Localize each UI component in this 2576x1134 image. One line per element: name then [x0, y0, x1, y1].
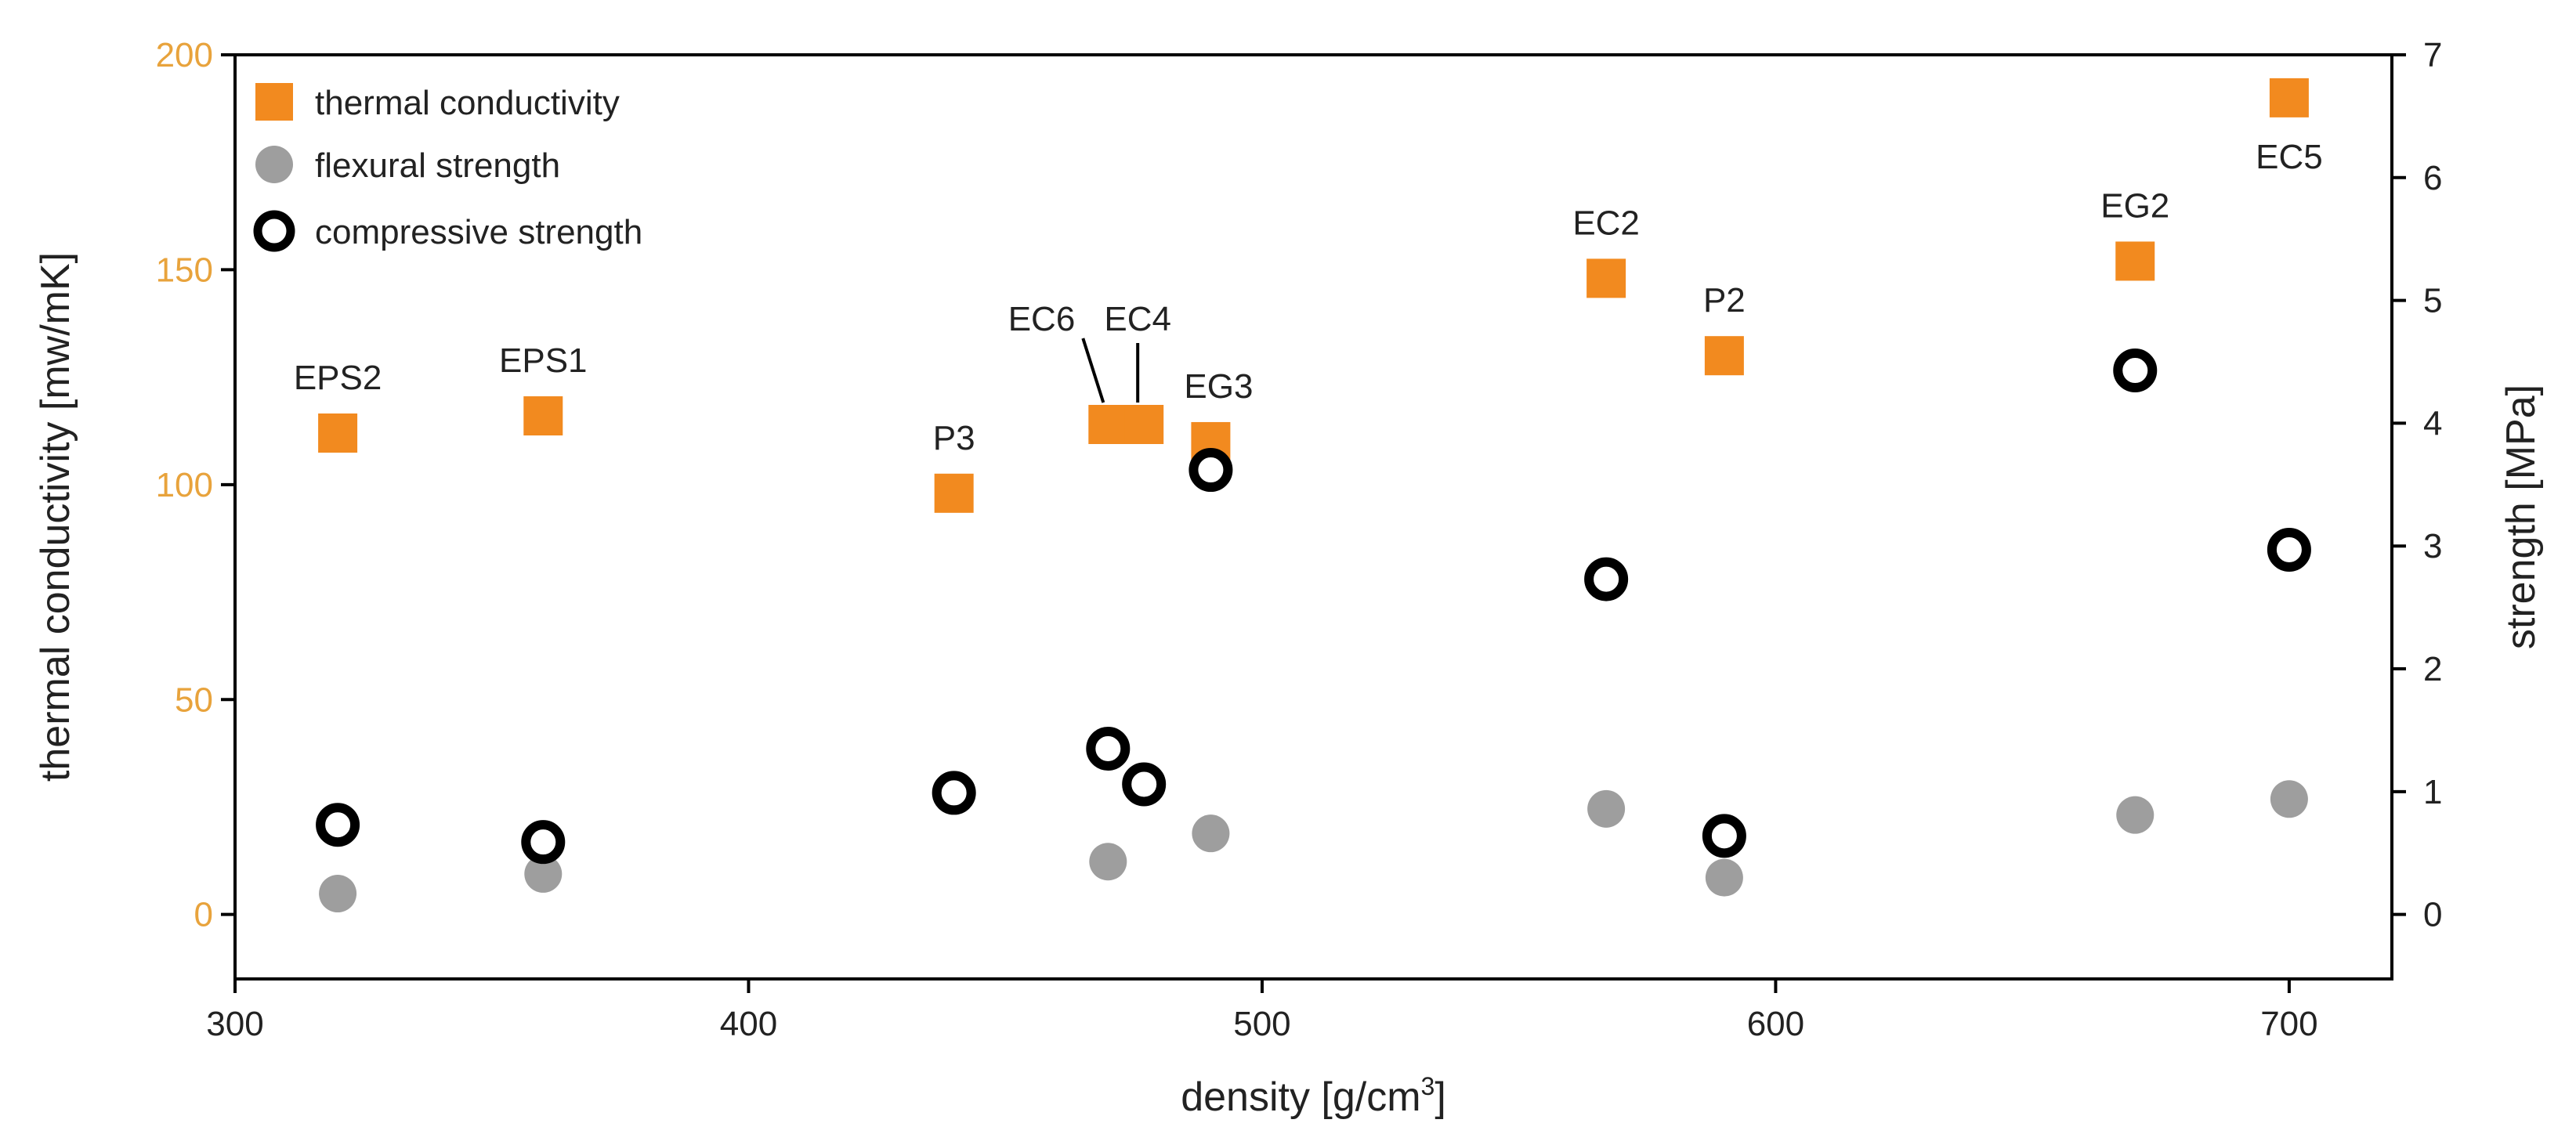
x-axis-label-main: density [g/cm	[1181, 1074, 1420, 1120]
flexural-strength-marker	[319, 875, 357, 913]
point-label-eps1: EPS1	[499, 341, 588, 380]
thermal-conductivity-marker	[318, 413, 358, 453]
marks-layer	[316, 78, 2311, 913]
compressive-strength-marker	[1189, 448, 1233, 493]
thermal-conductivity-marker	[934, 473, 974, 513]
point-label-eps2: EPS2	[294, 359, 382, 397]
legend-thermal-conductivity-icon	[255, 83, 293, 121]
ec6-leader-line	[1081, 338, 1105, 403]
y-left-tick-label: 150	[156, 251, 213, 289]
flexural-strength-marker	[1089, 843, 1127, 881]
y-right-tick-label: 3	[2423, 527, 2442, 565]
compressive-strength-marker	[521, 820, 566, 865]
flexural-strength-marker	[524, 854, 563, 893]
y-right-tick-label: 1	[2423, 773, 2442, 811]
x-tick-label: 600	[1747, 1005, 1804, 1043]
legend-compressive-strength-icon	[253, 210, 295, 252]
x-tick-label: 700	[2260, 1005, 2317, 1043]
x-tick-label: 400	[720, 1005, 777, 1043]
compressive-strength-marker	[316, 803, 360, 847]
thermal-conductivity-marker	[2269, 78, 2309, 117]
point-label-ec2: EC2	[1572, 204, 1640, 242]
thermal-conductivity-marker	[1586, 258, 1626, 298]
legend-entry-label: flexural strength	[315, 146, 560, 185]
point-label-p3: P3	[933, 419, 975, 457]
y-right-tick-label: 5	[2423, 282, 2442, 320]
y-left-tick-label: 100	[156, 466, 213, 504]
x-axis-label-superscript: 3	[1421, 1072, 1435, 1100]
flexural-strength-marker	[2270, 780, 2308, 818]
x-tick-label: 300	[206, 1005, 263, 1043]
compressive-strength-marker	[1086, 726, 1131, 771]
compressive-strength-marker	[1584, 557, 1629, 601]
legend: thermal conductivity flexural strength com…	[253, 83, 642, 252]
y-right-tick-label: 4	[2423, 404, 2442, 442]
y-right-tick-label: 2	[2423, 650, 2442, 688]
thermal-conductivity-marker	[2115, 241, 2155, 281]
plot-frame	[233, 53, 2393, 981]
y-left-tick-label: 0	[194, 896, 213, 934]
flexural-strength-marker	[1192, 814, 1230, 853]
y-right-axis-label: strength [MPa]	[2498, 385, 2544, 649]
point-label-ec5: EC5	[2256, 138, 2323, 176]
compressive-strength-marker	[2113, 349, 2158, 393]
axis-layer: 300 400 500 600 700 0 50 100 150 200 0 1 2 3 4 5 6 7 densi…	[33, 36, 2544, 1120]
point-label-eg3: EG3	[1184, 367, 1253, 406]
point-label-p2: P2	[1703, 281, 1746, 320]
legend-entry-label: thermal conductivity	[315, 84, 620, 122]
thermal-conductivity-marker	[1088, 405, 1128, 444]
y-right-tick-label: 0	[2423, 896, 2442, 934]
flexural-strength-marker	[1587, 789, 1626, 828]
point-label-ec4: EC4	[1104, 300, 1171, 338]
y-left-axis-label: thermal conductivity [mw/mK]	[33, 252, 78, 782]
thermal-conductivity-marker	[1124, 405, 1164, 444]
x-axis-label-end: ]	[1435, 1074, 1445, 1120]
legend-flexural-strength-icon	[255, 146, 293, 183]
compressive-strength-marker	[1122, 762, 1167, 807]
point-label-eg2: EG2	[2100, 186, 2169, 225]
compressive-strength-marker	[932, 771, 976, 815]
x-tick-label: 500	[1233, 1005, 1290, 1043]
legend-entry-label: compressive strength	[315, 213, 642, 251]
thermal-conductivity-marker	[523, 396, 563, 436]
compressive-strength-marker	[2267, 527, 2311, 572]
y-left-tick-label: 50	[175, 681, 213, 719]
y-right-tick-label: 6	[2423, 159, 2442, 197]
flexural-strength-marker	[2116, 796, 2155, 834]
flexural-strength-marker	[1705, 858, 1743, 897]
point-label-ec6: EC6	[1008, 300, 1076, 338]
compressive-strength-marker	[1702, 814, 1746, 858]
y-left-tick-label: 200	[156, 36, 213, 74]
y-right-tick-label: 7	[2423, 36, 2442, 74]
x-axis-label: density [g/cm3]	[1181, 1072, 1446, 1120]
thermal-conductivity-marker	[1704, 336, 1744, 376]
point-labels-layer: EPS2 EPS1 P3 EC6 EC4 EG3 EC2 P2 EG2 EC5	[294, 138, 2323, 457]
